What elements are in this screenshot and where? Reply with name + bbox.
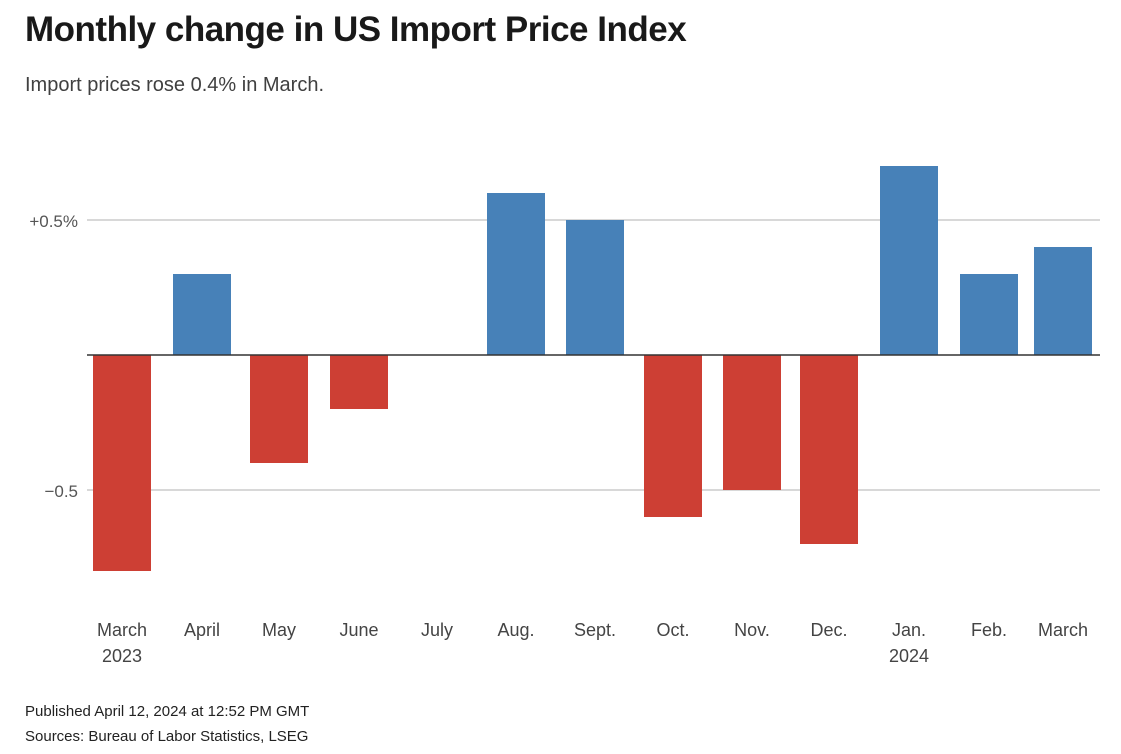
x-tick-label: June [339,620,378,640]
bar-chart: +0.5% −0.5 March 2023 April May June July Aug. S… [29,166,1100,666]
x-axis-labels: March 2023 April May June July Aug. Sept. Oct. No… [97,620,1088,666]
chart-subtitle: Import prices rose 0.4% in March. [25,74,324,96]
published-timestamp: Published April 12, 2024 at 12:52 PM GMT [25,703,310,720]
x-tick-label: Feb. [971,620,1007,640]
sources-note: Sources: Bureau of Labor Statistics, LSE… [25,728,309,745]
bar-june [330,355,388,409]
bar-april [173,274,231,355]
bar-sept [566,220,624,355]
bar-aug [487,193,545,355]
bar-march [1034,247,1092,355]
y-axis-ticks: +0.5% −0.5 [29,212,78,501]
bar-oct [644,355,702,517]
bar-jan-2024 [880,166,938,355]
x-tick-label: March [1038,620,1088,640]
x-tick-label: 2023 [102,646,142,666]
x-tick-label: Nov. [734,620,770,640]
bar-may [250,355,308,463]
x-tick-label: April [184,620,220,640]
chart-title: Monthly change in US Import Price Index [25,10,687,49]
x-tick-label: Oct. [656,620,689,640]
bar-feb [960,274,1018,355]
x-tick-label: Aug. [497,620,534,640]
x-tick-label: May [262,620,296,640]
y-tick-label: +0.5% [29,212,78,231]
y-tick-label: −0.5 [44,482,78,501]
bar-march-2023 [93,355,151,571]
bar-nov [723,355,781,490]
x-tick-label: Dec. [810,620,847,640]
x-tick-label: July [421,620,453,640]
x-tick-label: 2024 [889,646,929,666]
bar-dec [800,355,858,544]
x-tick-label: March [97,620,147,640]
bars [93,166,1092,571]
x-tick-label: Jan. [892,620,926,640]
x-tick-label: Sept. [574,620,616,640]
